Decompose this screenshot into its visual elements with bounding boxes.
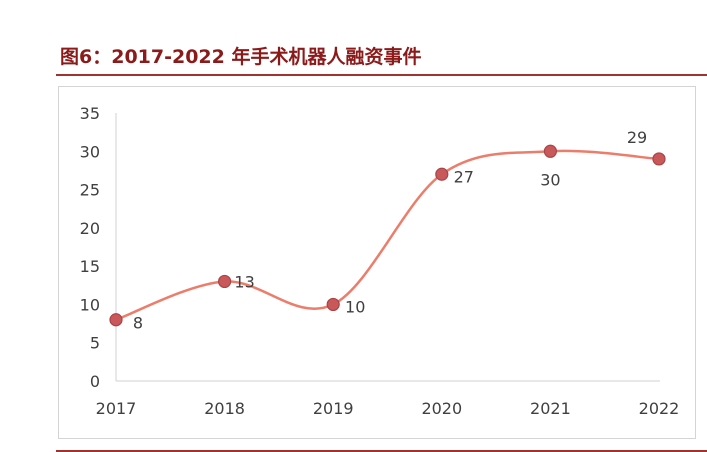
- y-tick-label: 20: [80, 219, 100, 238]
- y-tick-label: 0: [90, 372, 100, 391]
- x-tick-label: 2018: [204, 399, 245, 418]
- y-tick-label: 30: [80, 142, 100, 161]
- data-point: [326, 297, 340, 312]
- series-line: [115, 149, 660, 321]
- x-tick-label: 2019: [313, 399, 354, 418]
- data-label: 10: [345, 297, 365, 316]
- x-tick-label: 2017: [96, 399, 137, 418]
- y-tick-label: 35: [80, 104, 100, 123]
- title-divider: [56, 74, 707, 76]
- data-point: [652, 152, 666, 166]
- x-tick-label: 2021: [530, 399, 571, 418]
- data-label: 29: [627, 128, 647, 147]
- x-tick-label: 2020: [421, 399, 462, 418]
- data-label: 8: [133, 314, 143, 333]
- data-label: 13: [234, 272, 254, 291]
- bottom-divider: [56, 450, 707, 452]
- data-labels: 8 13 10 27 30 29: [133, 128, 647, 333]
- y-tick-labels: 0 5 10 15 20 25 30 35: [80, 104, 100, 391]
- data-point: [435, 167, 449, 181]
- y-tick-label: 25: [80, 181, 100, 200]
- figure-title: 图6：2017-2022 年手术机器人融资事件: [60, 46, 422, 68]
- x-tick-labels: 2017 2018 2019 2020 2021 2022: [96, 399, 680, 418]
- data-point: [543, 144, 558, 158]
- chart-frame: [58, 86, 696, 439]
- data-label: 27: [454, 167, 474, 186]
- y-tick-label: 10: [80, 295, 100, 314]
- y-tick-label: 15: [80, 257, 100, 276]
- series-markers: [109, 144, 666, 327]
- data-point: [218, 274, 232, 289]
- data-label: 30: [540, 170, 560, 189]
- y-tick-label: 5: [90, 334, 100, 353]
- data-point: [109, 313, 123, 327]
- x-tick-label: 2022: [639, 399, 680, 418]
